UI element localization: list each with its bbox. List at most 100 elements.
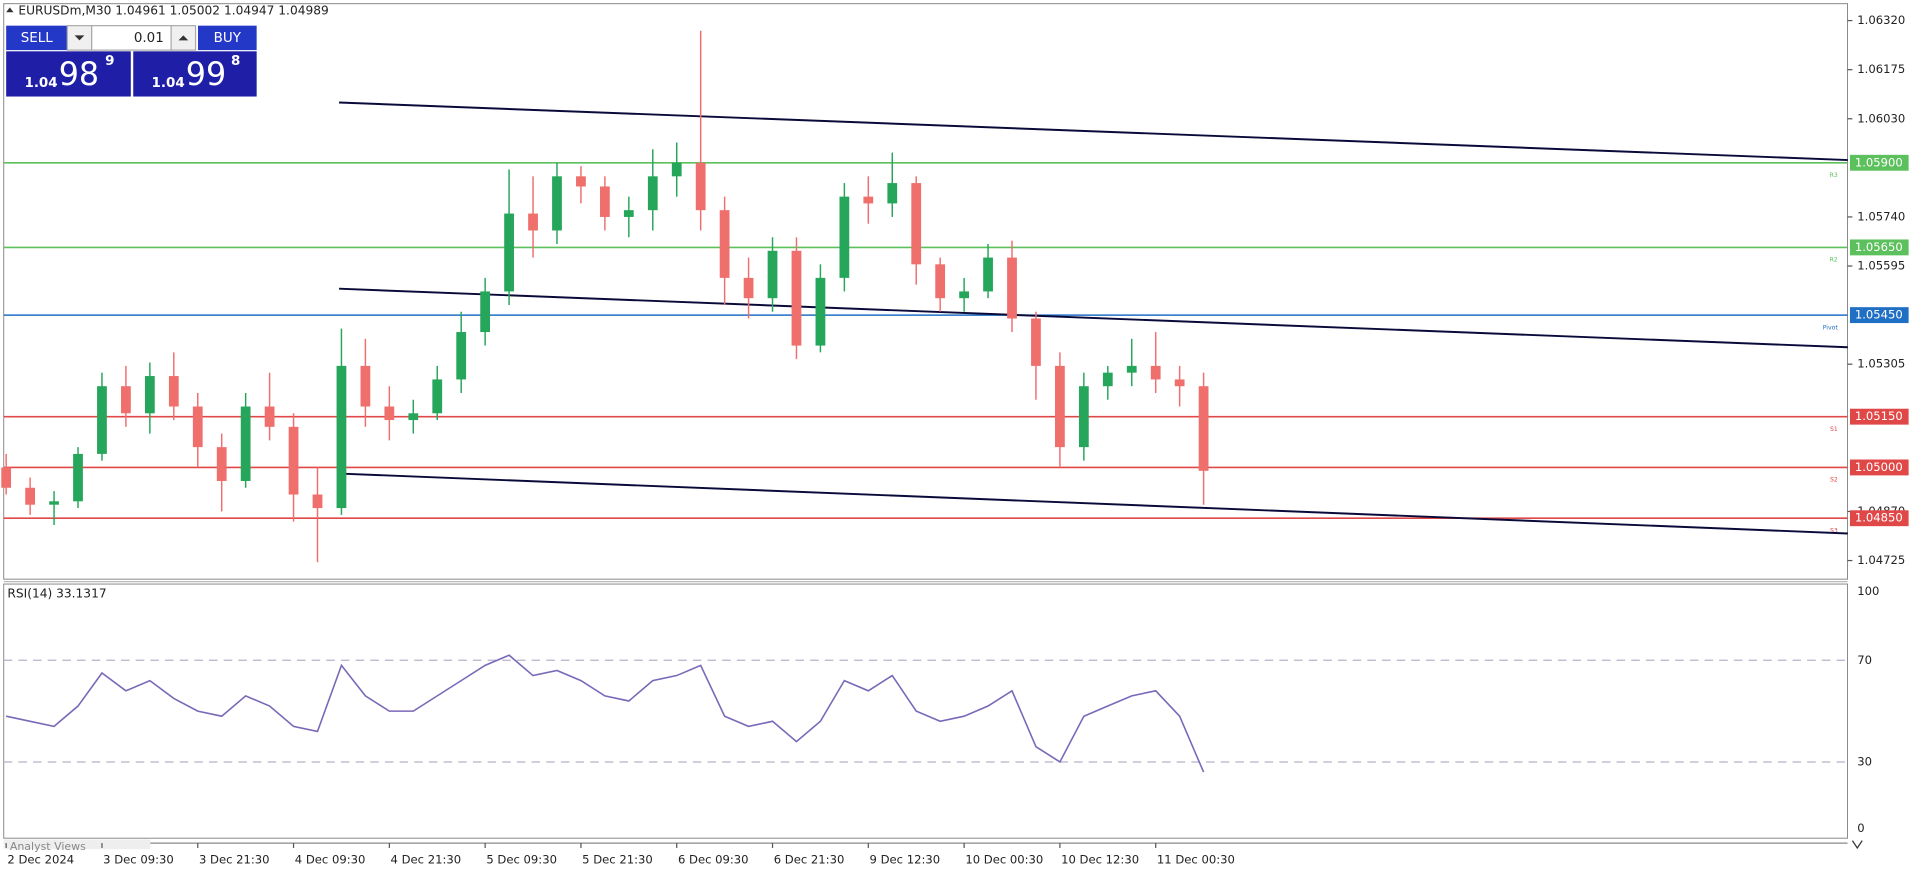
level-label-box bbox=[1849, 408, 1909, 425]
candle-body bbox=[887, 183, 898, 204]
bid-main: 98 bbox=[59, 57, 99, 93]
x-tick-label: 3 Dec 09:30 bbox=[103, 853, 174, 867]
candle-body bbox=[1055, 365, 1065, 448]
price-panel bbox=[3, 3, 1849, 580]
x-tick-label: 5 Dec 09:30 bbox=[486, 853, 557, 867]
up-arrow bbox=[178, 35, 189, 41]
symbol-header: EURUSDm,M30 1.04961 1.05002 1.04947 1.04… bbox=[18, 3, 328, 17]
candle-body bbox=[240, 406, 251, 481]
level-tag: S1 bbox=[1830, 426, 1838, 433]
candle-body bbox=[576, 176, 586, 187]
x-tick-label: 3 Dec 21:30 bbox=[199, 853, 270, 867]
candle-body bbox=[791, 250, 802, 346]
rsi-tick-label: 70 bbox=[1857, 653, 1872, 667]
level-label: 1.05650 bbox=[1855, 240, 1903, 254]
y-tick-label: 1.06175 bbox=[1857, 62, 1905, 76]
x-tick-label: 10 Dec 00:30 bbox=[965, 853, 1043, 867]
scroll-marker bbox=[1851, 840, 1863, 850]
candle-body bbox=[408, 413, 419, 421]
trendline bbox=[339, 101, 1848, 162]
rsi-tick-label: 100 bbox=[1857, 584, 1879, 598]
buy-button[interactable] bbox=[197, 25, 257, 51]
sell-button[interactable] bbox=[6, 25, 68, 51]
lot-field[interactable] bbox=[91, 25, 172, 51]
trade-panel: SELL 0.01 BUY 1.04 98 9 1.04 99 8 bbox=[6, 25, 257, 97]
candle-body bbox=[360, 365, 371, 407]
x-tick-label: 9 Dec 12:30 bbox=[870, 853, 941, 867]
candle-body bbox=[73, 453, 83, 502]
candle-body bbox=[168, 376, 179, 407]
candle-body bbox=[1078, 386, 1089, 448]
candle-body bbox=[815, 277, 826, 346]
candle-body bbox=[695, 162, 706, 211]
candle-body bbox=[647, 176, 658, 211]
candle-body bbox=[983, 257, 993, 292]
level-label-box bbox=[1849, 459, 1909, 476]
ask-main: 99 bbox=[186, 57, 226, 93]
level-tag: R3 bbox=[1830, 172, 1838, 179]
candle-body bbox=[1, 467, 12, 488]
candle-body bbox=[959, 291, 969, 299]
level-tag: S3 bbox=[1830, 527, 1838, 534]
level-label-box bbox=[1849, 307, 1909, 324]
x-tick-label: 5 Dec 21:30 bbox=[582, 853, 653, 867]
candle-body bbox=[839, 196, 850, 278]
bid-sup: 9 bbox=[105, 54, 114, 69]
candle-body bbox=[288, 426, 299, 495]
rsi-tick-label: 0 bbox=[1857, 821, 1864, 835]
level-label: 1.05000 bbox=[1855, 460, 1903, 474]
candle-body bbox=[935, 264, 946, 299]
level-tag: Pivot bbox=[1823, 324, 1839, 331]
y-tick-label: 1.05305 bbox=[1857, 357, 1905, 371]
rsi-title: RSI(14) 33.1317 bbox=[7, 586, 106, 600]
analyst-tab-label: Analyst Views bbox=[10, 840, 86, 853]
candle-body bbox=[480, 291, 491, 333]
x-tick-label: 4 Dec 09:30 bbox=[295, 853, 366, 867]
trendline bbox=[339, 287, 1848, 349]
ask-box[interactable] bbox=[133, 51, 257, 97]
lot-value: 0.01 bbox=[134, 31, 164, 46]
candle-body bbox=[743, 277, 754, 299]
candle-body bbox=[528, 213, 538, 231]
x-tick-label: 11 Dec 00:30 bbox=[1157, 853, 1235, 867]
level-label-box bbox=[1849, 239, 1909, 256]
sell-label: SELL bbox=[21, 31, 54, 46]
candle-body bbox=[1007, 257, 1017, 319]
x-tick-label: 6 Dec 09:30 bbox=[678, 853, 749, 867]
candle-body bbox=[456, 332, 467, 380]
candle-body bbox=[264, 406, 275, 427]
down-arrow bbox=[74, 35, 85, 41]
ask-big: 1.04 bbox=[152, 76, 185, 91]
level-tag: R2 bbox=[1830, 257, 1838, 264]
candle-body bbox=[1102, 372, 1113, 387]
candle-body bbox=[97, 386, 107, 454]
analyst-tab[interactable] bbox=[3, 839, 151, 850]
candle-body bbox=[504, 213, 514, 292]
level-label: 1.04850 bbox=[1855, 511, 1903, 525]
candle-body bbox=[1126, 365, 1137, 373]
x-tick-label: 10 Dec 12:30 bbox=[1061, 853, 1139, 867]
candle-body bbox=[336, 365, 347, 509]
candle-body bbox=[144, 376, 155, 414]
level-label: 1.05150 bbox=[1855, 409, 1903, 423]
level-label: 1.05900 bbox=[1855, 155, 1903, 169]
candle-body bbox=[1031, 318, 1041, 366]
candle-body bbox=[216, 447, 227, 481]
candle-body bbox=[312, 494, 323, 509]
level-label-box bbox=[1849, 154, 1909, 171]
candle-body bbox=[863, 196, 874, 204]
trendline bbox=[339, 472, 1848, 535]
candle-body bbox=[25, 487, 36, 505]
level-label-box bbox=[1849, 510, 1909, 527]
y-tick-label: 1.05740 bbox=[1857, 209, 1905, 223]
y-tick-label: 1.04725 bbox=[1857, 553, 1905, 567]
candle-body bbox=[767, 250, 778, 299]
bid-box[interactable] bbox=[6, 51, 131, 97]
rsi-panel bbox=[3, 583, 1849, 839]
rsi-plot: RSI(14) 33.1317 0 30 70 100 bbox=[3, 584, 1879, 835]
collapse-icon[interactable] bbox=[6, 7, 14, 13]
bid-big: 1.04 bbox=[24, 76, 57, 91]
